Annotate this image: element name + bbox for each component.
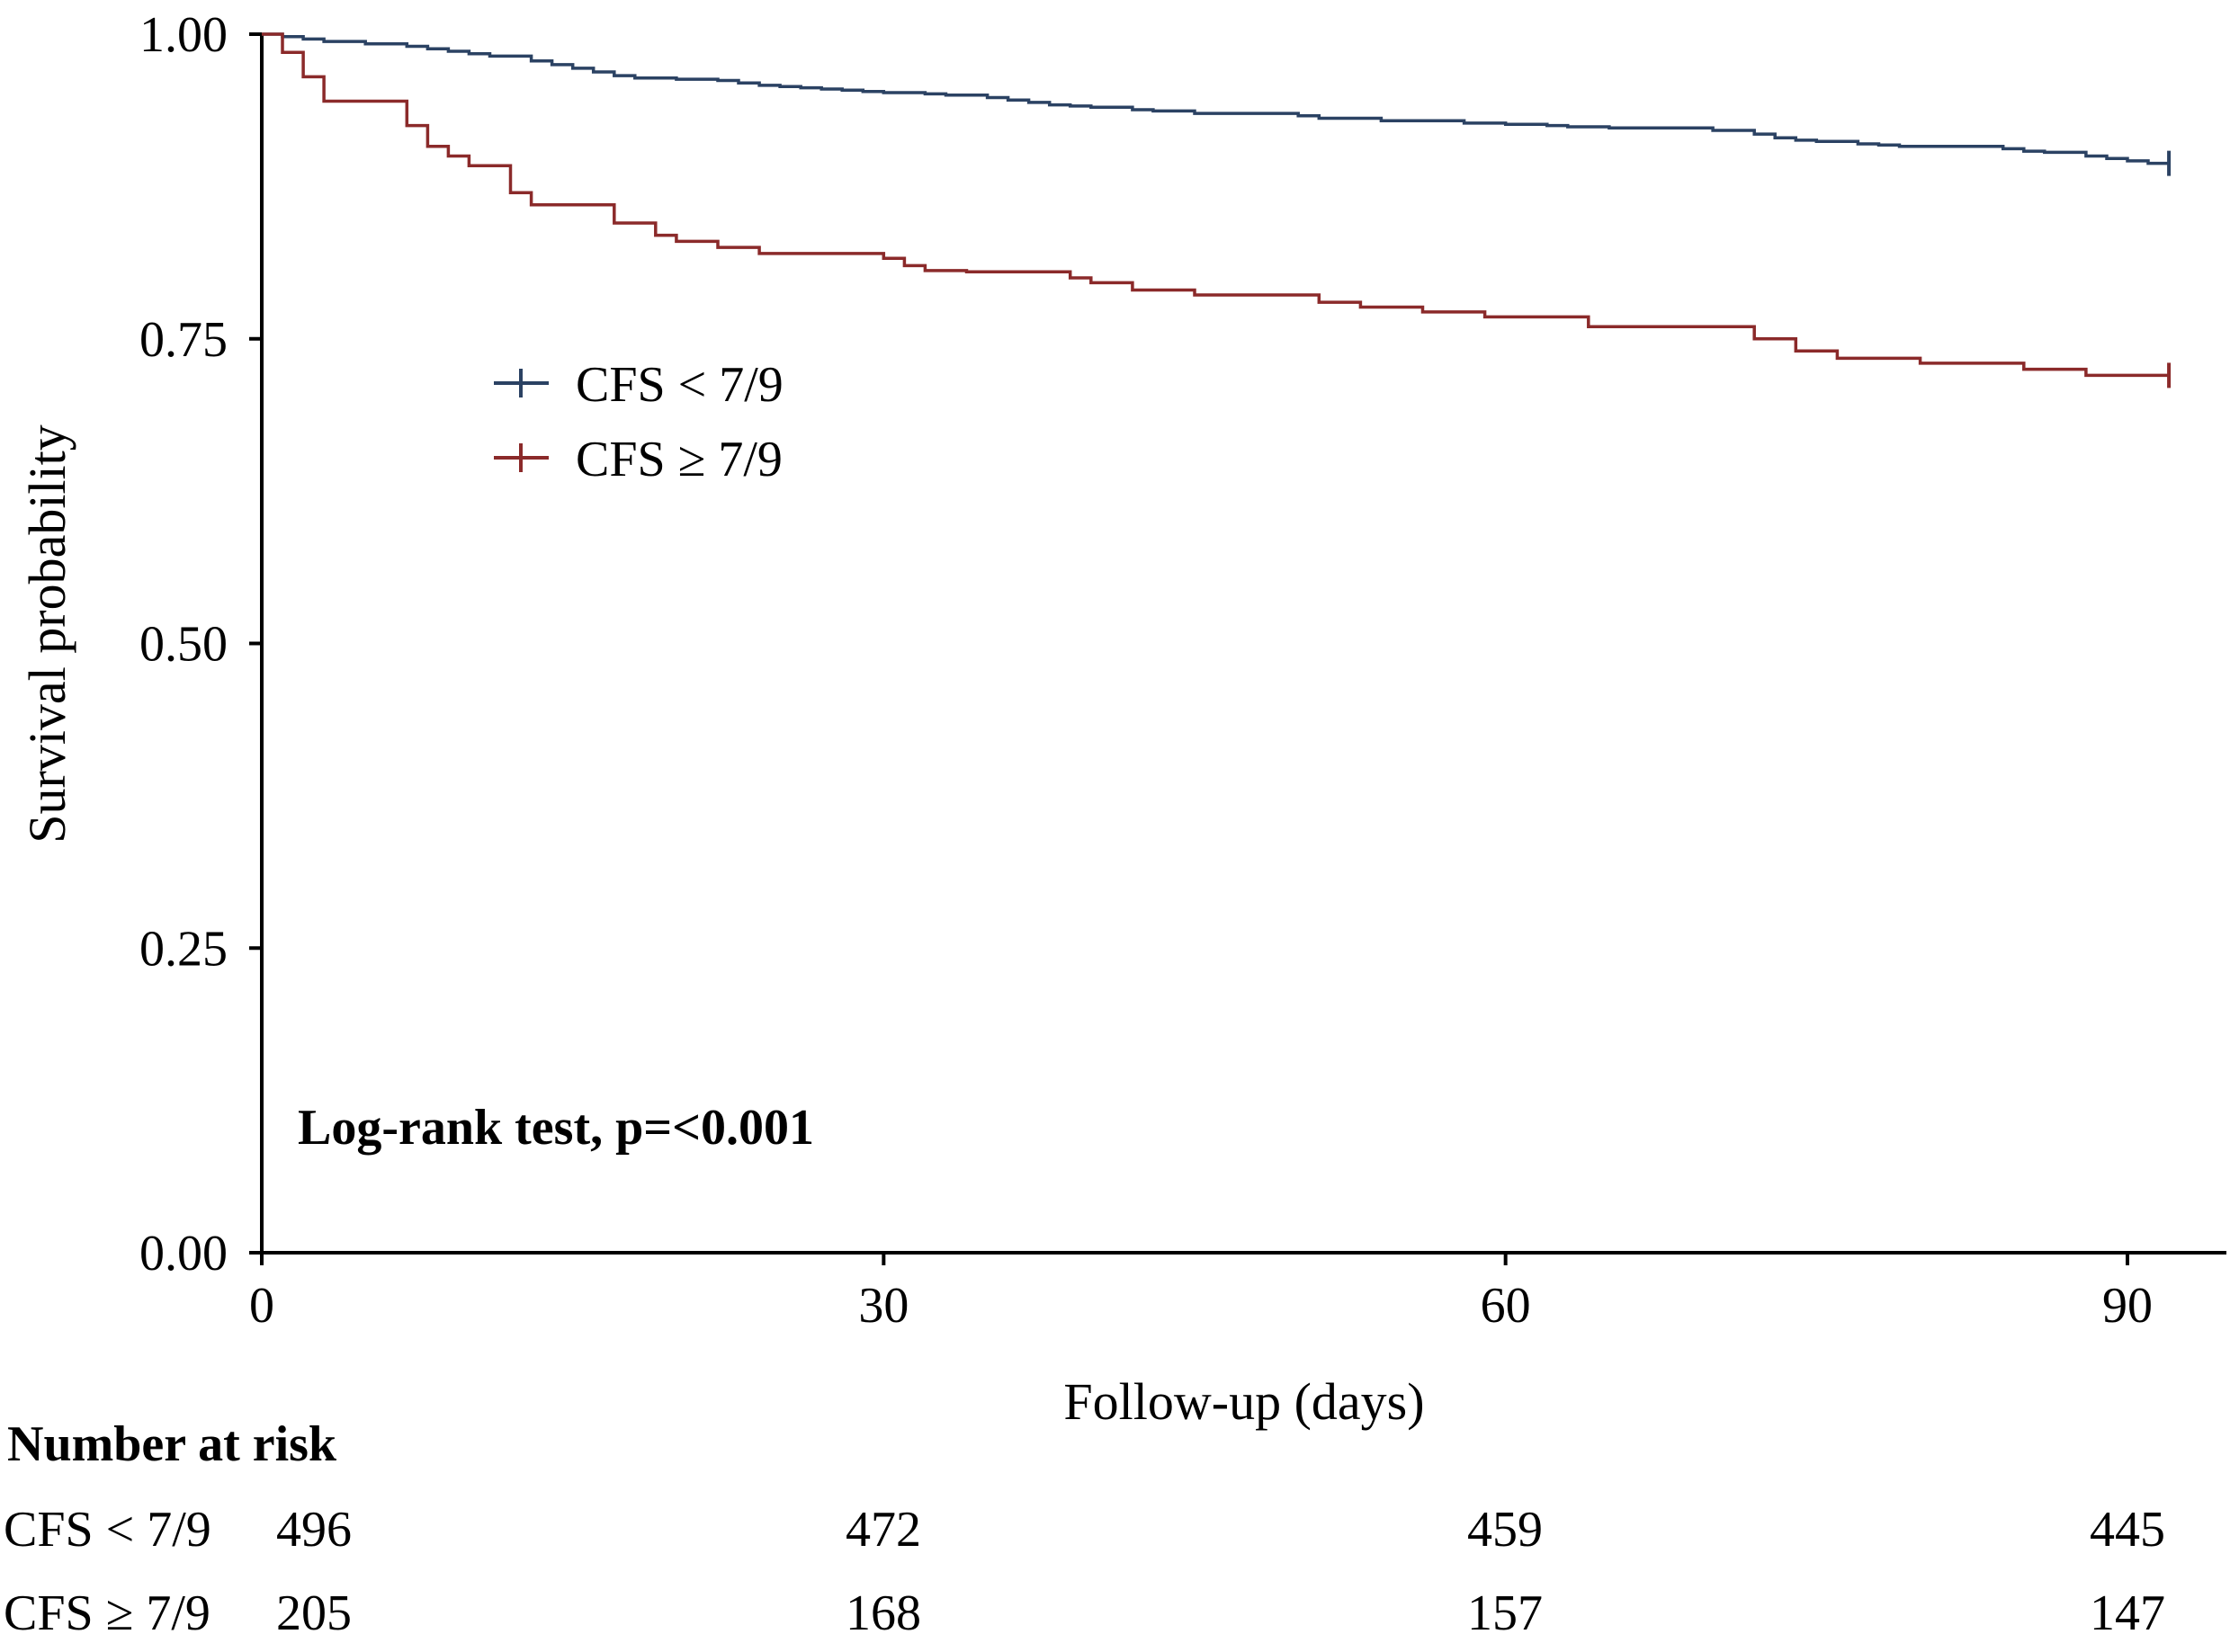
risk-cell: 459 bbox=[1467, 1502, 1543, 1558]
series-layer bbox=[262, 32, 2172, 388]
x-axis-title: Follow-up (days) bbox=[1063, 1372, 1424, 1431]
risk-cell: 147 bbox=[2090, 1585, 2165, 1641]
y-tick-label: 0.00 bbox=[139, 1226, 228, 1281]
survival-curve-series-2 bbox=[262, 32, 2170, 378]
risk-table: Number at risk CFS < 7/9 496 472 459 445… bbox=[4, 1416, 2165, 1641]
plot-area: 0.00 0.25 0.50 0.75 1.00 0 30 60 90 bbox=[139, 7, 2226, 1334]
risk-cell: 472 bbox=[846, 1502, 921, 1558]
legend-item-cfs-ge: CFS ≥ 7/9 bbox=[494, 432, 783, 487]
risk-row-label: CFS < 7/9 bbox=[4, 1502, 211, 1558]
risk-cell: 496 bbox=[276, 1502, 352, 1558]
risk-table-title: Number at risk bbox=[7, 1416, 337, 1472]
survival-curve-series-1 bbox=[262, 32, 2170, 165]
y-tick-label: 1.00 bbox=[139, 7, 228, 63]
risk-cell: 205 bbox=[276, 1585, 352, 1641]
risk-row-cfs-lt: CFS < 7/9 496 472 459 445 bbox=[4, 1502, 2165, 1558]
risk-cell: 157 bbox=[1467, 1585, 1543, 1641]
legend-item-cfs-lt: CFS < 7/9 bbox=[494, 357, 784, 413]
risk-row-label: CFS ≥ 7/9 bbox=[4, 1585, 210, 1641]
legend-label-cfs-lt: CFS < 7/9 bbox=[576, 357, 784, 413]
risk-cell: 168 bbox=[846, 1585, 921, 1641]
x-tick-label: 90 bbox=[2102, 1278, 2153, 1334]
risk-cell: 445 bbox=[2090, 1502, 2165, 1558]
x-tick-label: 0 bbox=[249, 1278, 274, 1334]
legend: CFS < 7/9 CFS ≥ 7/9 bbox=[494, 357, 784, 487]
y-axis-title: Survival probability bbox=[18, 424, 76, 844]
x-tick-label: 30 bbox=[858, 1278, 909, 1334]
y-tick-label: 0.75 bbox=[139, 312, 228, 368]
y-tick-label: 0.25 bbox=[139, 921, 228, 977]
x-tick-label: 60 bbox=[1481, 1278, 1531, 1334]
y-axis-ticks: 0.00 0.25 0.50 0.75 1.00 bbox=[139, 7, 262, 1281]
risk-row-cfs-ge: CFS ≥ 7/9 205 168 157 147 bbox=[4, 1585, 2165, 1641]
x-axis-ticks: 0 30 60 90 bbox=[249, 1253, 2153, 1334]
log-rank-annotation: Log-rank test, p=<0.001 bbox=[298, 1100, 814, 1156]
y-tick-label: 0.50 bbox=[139, 617, 228, 673]
legend-label-cfs-ge: CFS ≥ 7/9 bbox=[576, 432, 783, 487]
